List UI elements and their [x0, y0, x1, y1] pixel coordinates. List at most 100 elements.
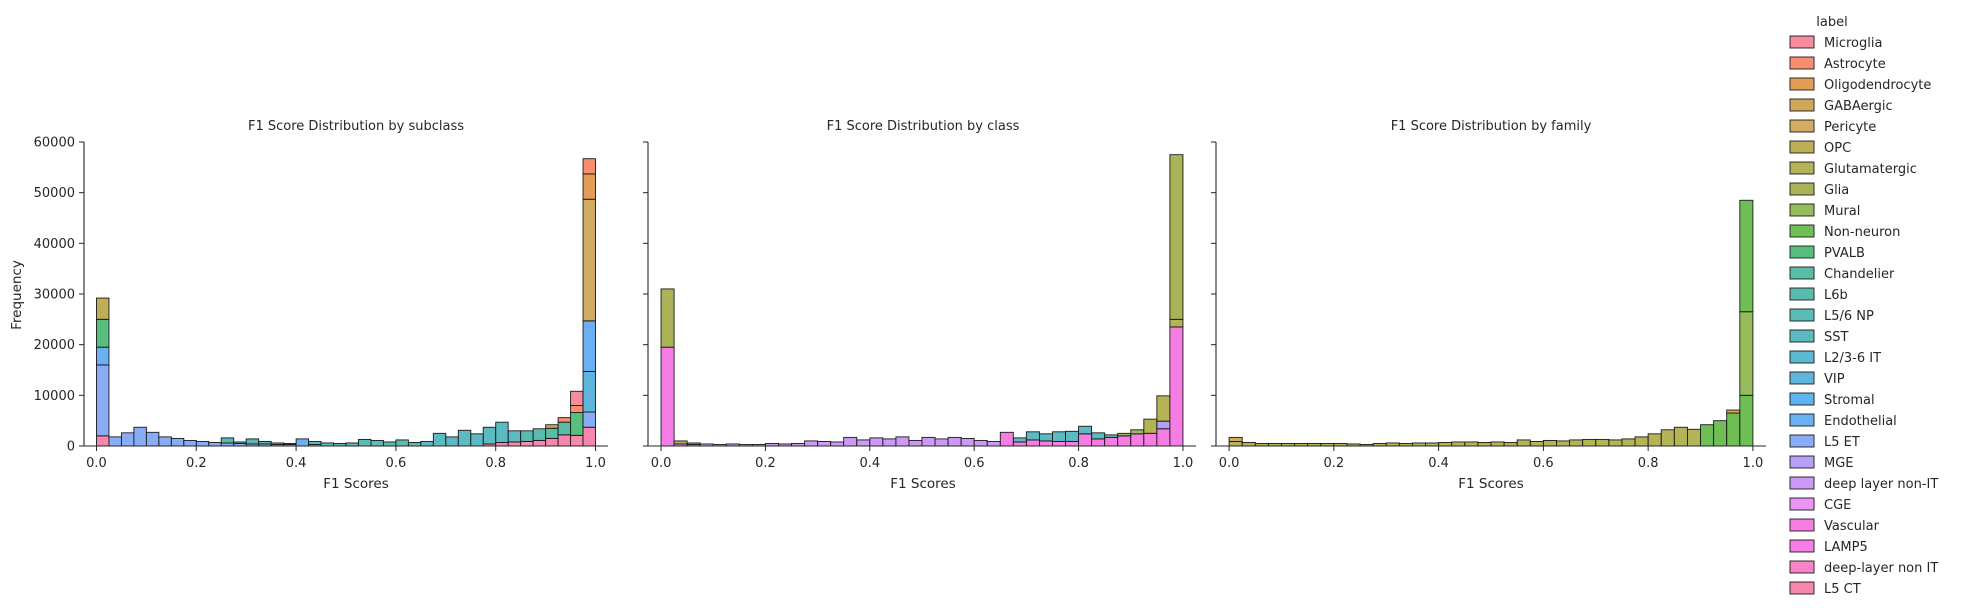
histogram-bar — [973, 439, 988, 447]
histogram-bar — [96, 364, 110, 437]
histogram-bar — [1739, 394, 1754, 447]
panel-class: F1 Score Distribution by class 0.0 0.2 0.4… — [643, 119, 1196, 492]
x-axis-label: F1 Scores — [1458, 476, 1524, 492]
legend-swatch — [1789, 182, 1815, 196]
legend-label: L2/3-6 IT — [1824, 351, 1881, 366]
histogram-bar — [1117, 432, 1132, 437]
y-tick-label: 60000 — [34, 136, 75, 151]
histogram-bar — [520, 430, 534, 442]
panel-title: F1 Score Distribution by subclass — [248, 119, 464, 134]
x-axis-ticks: 0.0 0.2 0.4 0.6 0.8 1.0 — [1219, 446, 1763, 471]
legend-label: CGE — [1824, 498, 1851, 513]
histogram-bar — [96, 346, 110, 366]
legend-swatch — [1789, 35, 1815, 49]
legend-swatch — [1789, 539, 1815, 553]
histogram-bar — [1739, 311, 1754, 396]
histogram-bar — [382, 441, 397, 447]
legend-label: L5 CT — [1824, 582, 1861, 597]
histogram-bar — [233, 441, 247, 444]
histogram-bar — [1104, 436, 1119, 447]
histogram-bar — [1169, 326, 1184, 447]
histogram-bar — [96, 318, 110, 348]
histogram-bar — [545, 437, 559, 447]
histogram-bar — [1464, 441, 1479, 447]
legend-swatch — [1789, 308, 1815, 322]
legend-label: PVALB — [1824, 246, 1865, 261]
x-tick-label: 0.6 — [386, 456, 407, 471]
legend-swatch — [1789, 434, 1815, 448]
legend-label: Glutamatergic — [1824, 162, 1917, 177]
histogram-bar — [145, 431, 160, 447]
histogram-bar — [1686, 428, 1701, 447]
histogram-bar — [1156, 395, 1171, 422]
x-axis-ticks: 0.0 0.2 0.4 0.6 0.8 1.0 — [651, 446, 1193, 471]
histogram-bar — [1582, 438, 1597, 447]
histogram-bar — [220, 437, 235, 444]
histogram-bar — [830, 441, 845, 447]
x-tick-label: 0.4 — [859, 456, 880, 471]
histogram-bar — [582, 173, 596, 200]
histogram-bar — [120, 432, 135, 447]
y-axis-ticks — [1211, 141, 1216, 447]
legend-swatch — [1789, 266, 1815, 280]
legend-swatch — [1789, 455, 1815, 469]
histogram-bar — [1595, 438, 1610, 447]
histogram-bar — [686, 442, 701, 445]
legend-label: SST — [1824, 330, 1849, 345]
legend-swatch — [1789, 476, 1815, 490]
histogram-bar — [1156, 428, 1171, 447]
bar-group — [660, 154, 1184, 447]
histogram-bar — [1542, 439, 1557, 447]
legend-label: Vascular — [1824, 519, 1880, 534]
x-tick-label: 0.2 — [755, 456, 776, 471]
histogram-bar — [1451, 441, 1466, 447]
legend-swatch — [1789, 581, 1815, 595]
histogram-bar — [1169, 154, 1184, 320]
histogram-bar — [532, 439, 547, 447]
y-tick-label: 30000 — [34, 288, 75, 303]
histogram-bar — [999, 431, 1014, 447]
x-tick-label: 0.4 — [286, 456, 307, 471]
legend-label: L5 ET — [1824, 435, 1860, 450]
histogram-bar — [1038, 440, 1053, 447]
x-tick-label: 0.8 — [485, 456, 506, 471]
histogram-bar — [170, 437, 185, 447]
legend-label: Pericyte — [1824, 120, 1876, 135]
x-tick-label: 0.6 — [964, 456, 985, 471]
legend-label: Oligodendrocyte — [1824, 78, 1931, 93]
histogram-bar — [673, 440, 688, 445]
legend: label Microglia Astrocyte Oligodendrocyte G… — [1789, 15, 1938, 597]
histogram-bar — [557, 421, 572, 436]
legend-label: Endothelial — [1824, 414, 1897, 429]
legend-swatch — [1789, 392, 1815, 406]
histogram-bar — [869, 437, 884, 447]
legend-items: Microglia Astrocyte Oligodendrocyte GABAerg… — [1789, 35, 1938, 597]
legend-swatch — [1789, 224, 1815, 238]
histogram-bar — [158, 436, 172, 447]
histogram-bar — [1516, 439, 1531, 447]
legend-swatch — [1789, 497, 1815, 511]
y-tick-label: 40000 — [34, 237, 75, 252]
histogram-bar — [445, 436, 459, 447]
legend-label: Stromal — [1824, 393, 1875, 408]
y-tick-label: 50000 — [34, 186, 75, 201]
histogram-bar — [1700, 424, 1715, 447]
histogram-bar — [934, 438, 949, 447]
legend-label: deep-layer non IT — [1824, 561, 1938, 576]
histogram-bar — [582, 426, 596, 447]
x-axis-ticks: 0.0 0.2 0.4 0.6 0.8 1.0 — [86, 446, 606, 471]
histogram-bar — [660, 288, 675, 348]
legend-swatch — [1789, 413, 1815, 427]
legend-swatch — [1789, 371, 1815, 385]
legend-label: Non-neuron — [1824, 225, 1900, 240]
y-tick-label: 10000 — [34, 389, 75, 404]
y-tick-label: 0 — [67, 440, 75, 455]
histogram-bar — [108, 436, 122, 447]
histogram-bar — [258, 440, 272, 445]
panel-subclass: F1 Score Distribution by subclass 0.0 0.2… — [9, 119, 608, 492]
histogram-bar — [482, 426, 497, 445]
histogram-bar — [1556, 440, 1571, 447]
legend-swatch — [1789, 350, 1815, 364]
legend-swatch — [1789, 560, 1815, 574]
histogram-bar — [432, 432, 447, 447]
